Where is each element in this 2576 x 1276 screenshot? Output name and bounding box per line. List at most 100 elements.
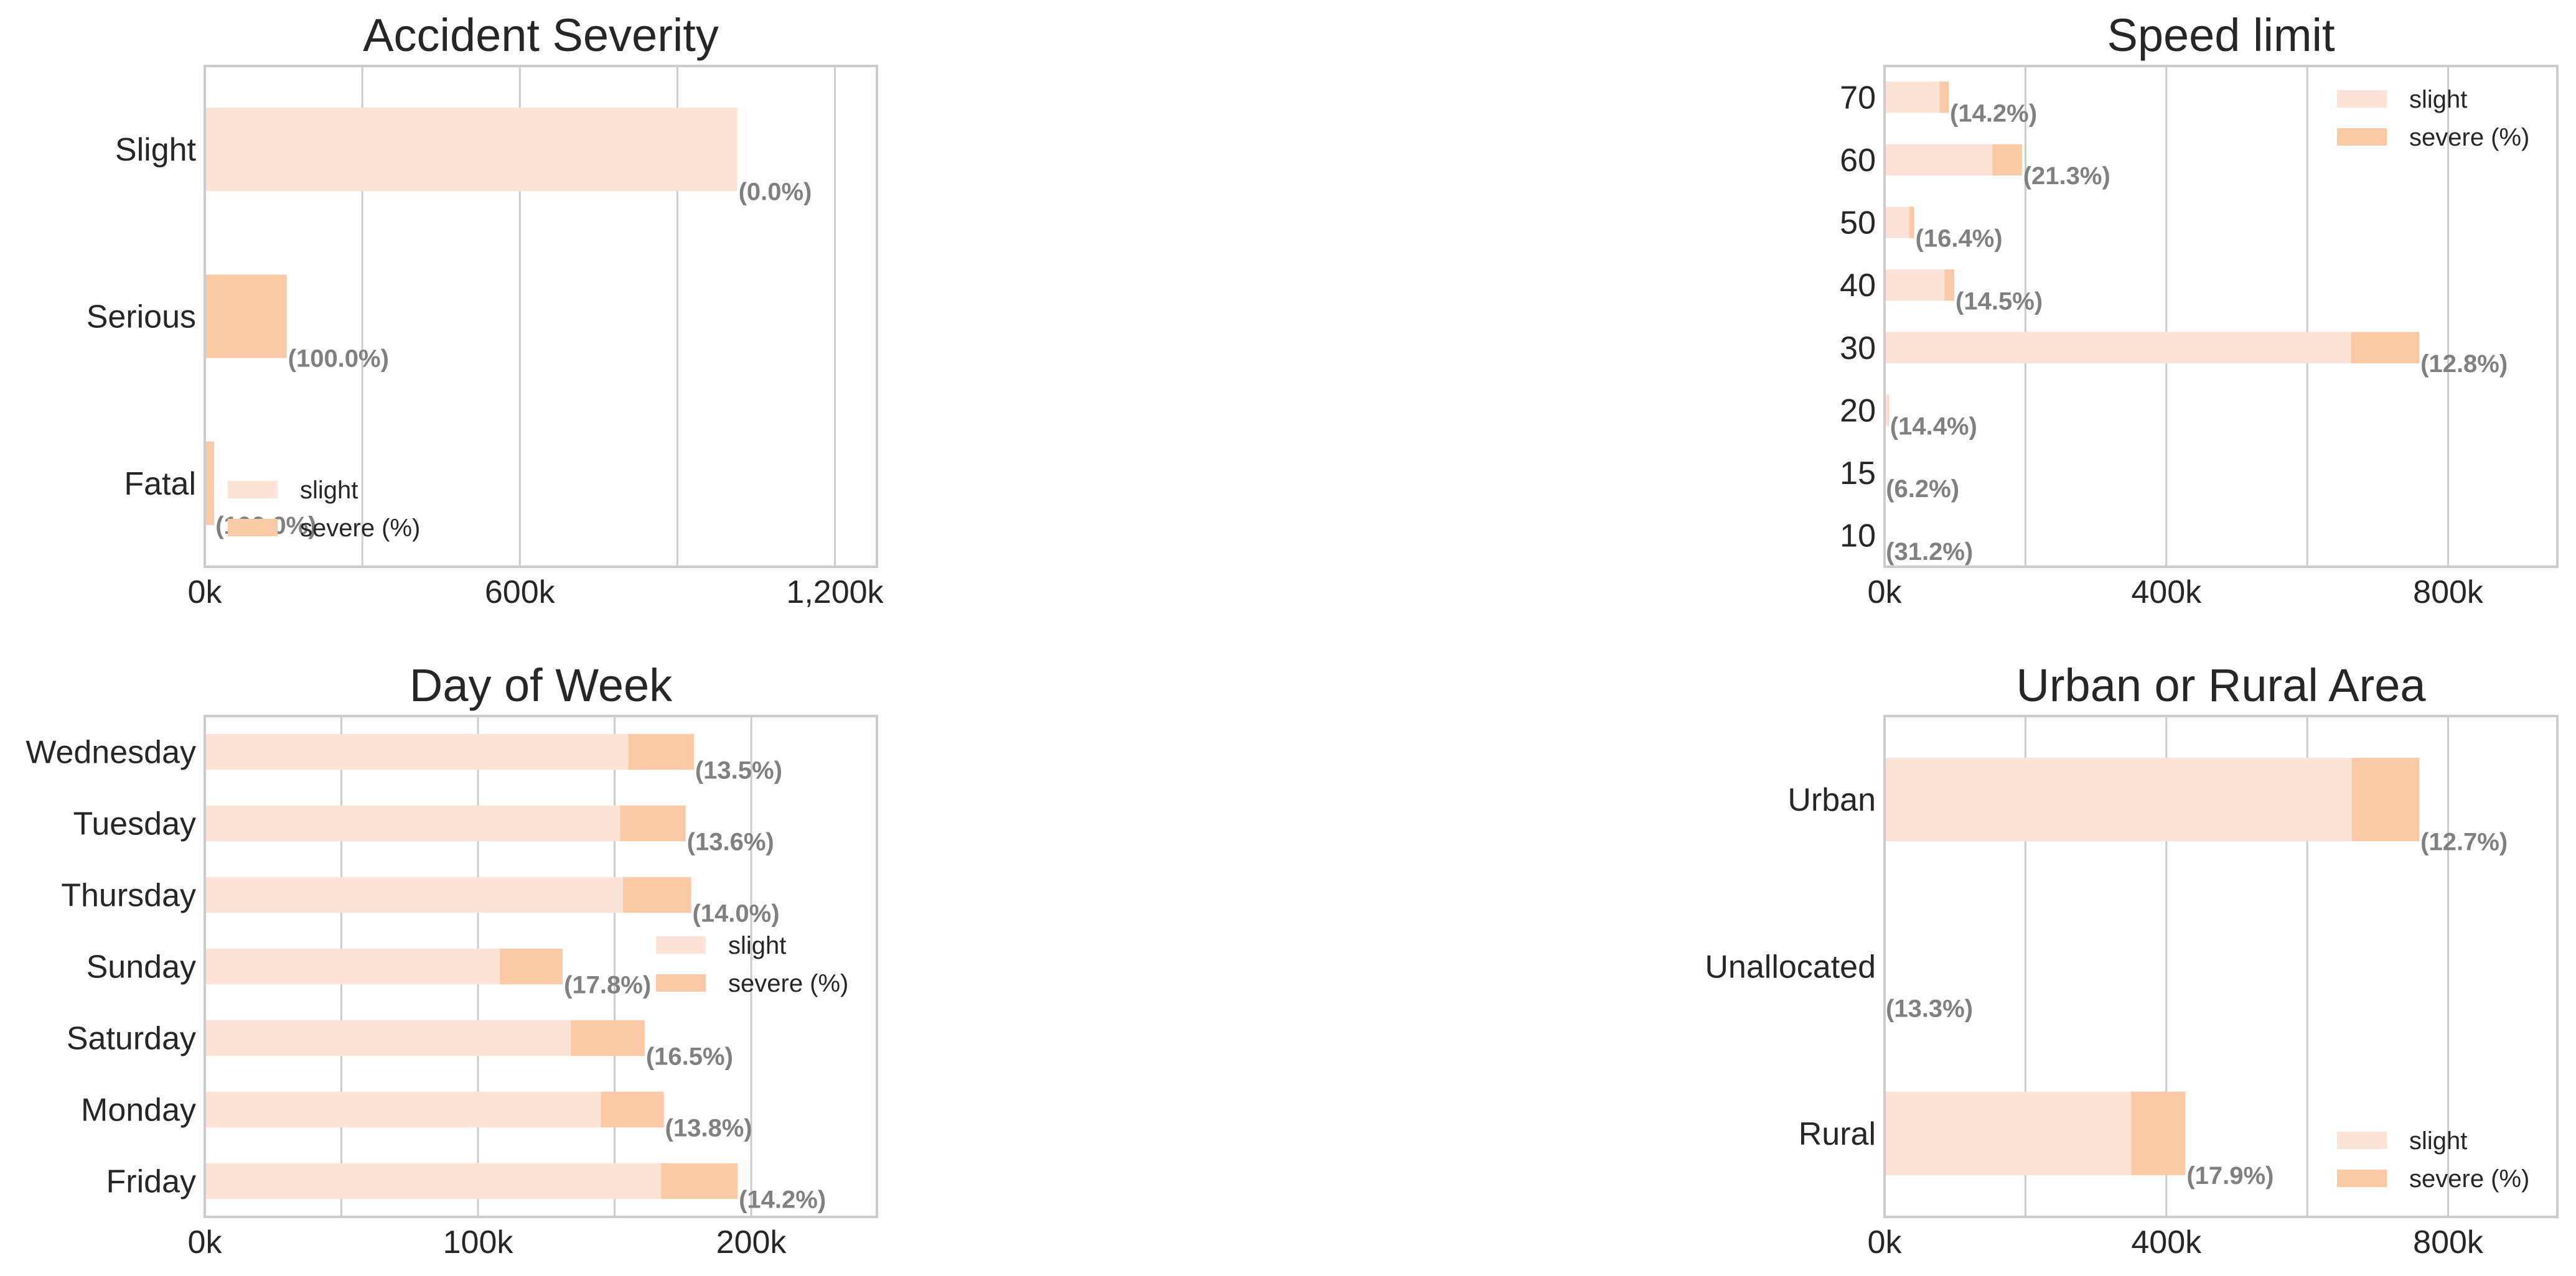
bar-severe (1888, 394, 1889, 426)
bar-slight (1885, 207, 1909, 238)
bar-slight (205, 1163, 662, 1199)
severe-pct-label: (14.0%) (692, 900, 779, 927)
bar-slight (205, 1020, 571, 1056)
y-tick-label: 40 (1840, 268, 1876, 304)
bar-slight (1885, 81, 1940, 113)
x-tick-label: 1,200k (786, 574, 884, 610)
y-tick-label: Saturday (67, 1021, 196, 1057)
bar-slight (1885, 394, 1888, 426)
legend-swatch-severe (228, 519, 278, 536)
y-tick-label: Unallocated (1705, 949, 1876, 985)
bar-severe (622, 877, 691, 913)
severe-pct-label: (13.6%) (687, 828, 774, 855)
y-tick-label: Fatal (124, 466, 196, 502)
y-tick-label: Wednesday (26, 735, 196, 771)
bar-severe (571, 1020, 645, 1056)
y-tick-label: 30 (1840, 330, 1876, 366)
legend-label-severe: severe (%) (2409, 1165, 2529, 1193)
severe-pct-label: (12.8%) (2420, 350, 2508, 378)
legend: slight severe (%) (2337, 1127, 2529, 1193)
x-tick-label: 600k (485, 574, 556, 610)
legend-swatch-slight (2337, 90, 2387, 108)
y-tick-label: Rural (1799, 1116, 1876, 1152)
legend-label-severe: severe (%) (2409, 124, 2529, 151)
bar-severe (601, 1091, 664, 1128)
y-tick-label: Slight (115, 132, 197, 168)
legend-swatch-slight (656, 936, 706, 954)
x-tick-label: 400k (2131, 574, 2202, 610)
legend-swatch-severe (656, 974, 706, 992)
severe-pct-label: (17.8%) (564, 971, 651, 999)
bar-slight (1885, 269, 1945, 301)
legend: slight severe (%) (656, 932, 848, 997)
y-tick-label: 50 (1840, 205, 1876, 241)
y-tick-label: 70 (1840, 80, 1876, 116)
bar-slight (1885, 1091, 2132, 1175)
axes-frame (204, 65, 878, 568)
x-tick-label: 800k (2413, 1224, 2484, 1260)
axes-frame (1883, 715, 2559, 1218)
severe-pct-label: (17.9%) (2186, 1162, 2274, 1190)
y-tick-label: Monday (81, 1092, 196, 1129)
bar-severe (205, 441, 215, 525)
chart-3: Day of Week Wednesday (13.5%) Tuesday (13.6%… (26, 659, 878, 1260)
severe-pct-label: (31.2%) (1886, 538, 1973, 566)
bar-slight (205, 805, 621, 842)
bar-severe (205, 274, 287, 358)
x-tick-label: 0k (1868, 574, 1903, 610)
bar-severe (1992, 144, 2022, 176)
chart-title: Speed limit (2107, 9, 2335, 61)
y-tick-label: Urban (1787, 782, 1876, 818)
chart-title: Accident Severity (363, 9, 719, 61)
bar-slight (1885, 758, 2352, 842)
legend-swatch-severe (2337, 128, 2387, 146)
y-tick-label: 20 (1840, 393, 1876, 429)
bar-severe (1944, 269, 1955, 301)
severe-pct-label: (6.2%) (1886, 475, 1959, 503)
legend-label-slight: slight (2409, 1127, 2467, 1155)
legend-label-slight: slight (2409, 86, 2467, 113)
bar-slight (205, 877, 623, 913)
x-tick-label: 0k (188, 1224, 223, 1260)
y-tick-label: Sunday (87, 949, 196, 985)
bar-severe (2351, 332, 2420, 363)
legend: slight severe (%) (2337, 86, 2529, 151)
bar-slight (1885, 332, 2351, 363)
severe-pct-label: (16.5%) (646, 1043, 733, 1070)
severe-pct-label: (16.4%) (1916, 225, 2003, 253)
legend-label-severe: severe (%) (300, 515, 420, 542)
legend-label-slight: slight (300, 477, 358, 504)
bar-severe (2131, 1091, 2186, 1175)
bar-severe (2351, 758, 2420, 842)
bar-severe (500, 948, 563, 985)
x-tick-label: 0k (188, 574, 223, 610)
bar-severe (1939, 81, 1949, 113)
chart-1: Accident Severity Slight (0.0%) Serious (100… (87, 9, 884, 610)
bar-slight (205, 108, 738, 192)
bar-slight (205, 1091, 601, 1128)
chart-title: Urban or Rural Area (2016, 659, 2426, 711)
severe-pct-label: (14.2%) (1950, 100, 2037, 127)
axes-frame (1883, 65, 2559, 568)
severe-pct-label: (100.0%) (288, 345, 389, 373)
x-tick-label: 400k (2131, 1224, 2202, 1260)
legend: slight severe (%) (228, 477, 420, 542)
y-tick-label: 10 (1840, 518, 1876, 554)
chart-2: Speed limit 70 (14.2%) 60 (21.3%) 50 (16.4%) 40… (1840, 9, 2559, 610)
severe-pct-label: (12.7%) (2420, 828, 2508, 855)
y-tick-label: Serious (87, 299, 196, 335)
severe-pct-label: (13.8%) (665, 1114, 752, 1142)
severe-pct-label: (13.5%) (695, 757, 782, 784)
y-tick-label: Friday (106, 1164, 196, 1200)
bar-slight (1885, 144, 1993, 176)
legend-swatch-severe (2337, 1170, 2387, 1187)
severe-pct-label: (21.3%) (2023, 162, 2110, 190)
bar-slight (205, 733, 629, 770)
severe-pct-label: (0.0%) (739, 178, 812, 205)
y-tick-label: 15 (1840, 455, 1876, 491)
axes-frame (204, 715, 878, 1218)
legend-swatch-slight (228, 481, 278, 498)
severe-pct-label: (14.4%) (1890, 413, 1977, 440)
bar-slight (205, 948, 500, 985)
